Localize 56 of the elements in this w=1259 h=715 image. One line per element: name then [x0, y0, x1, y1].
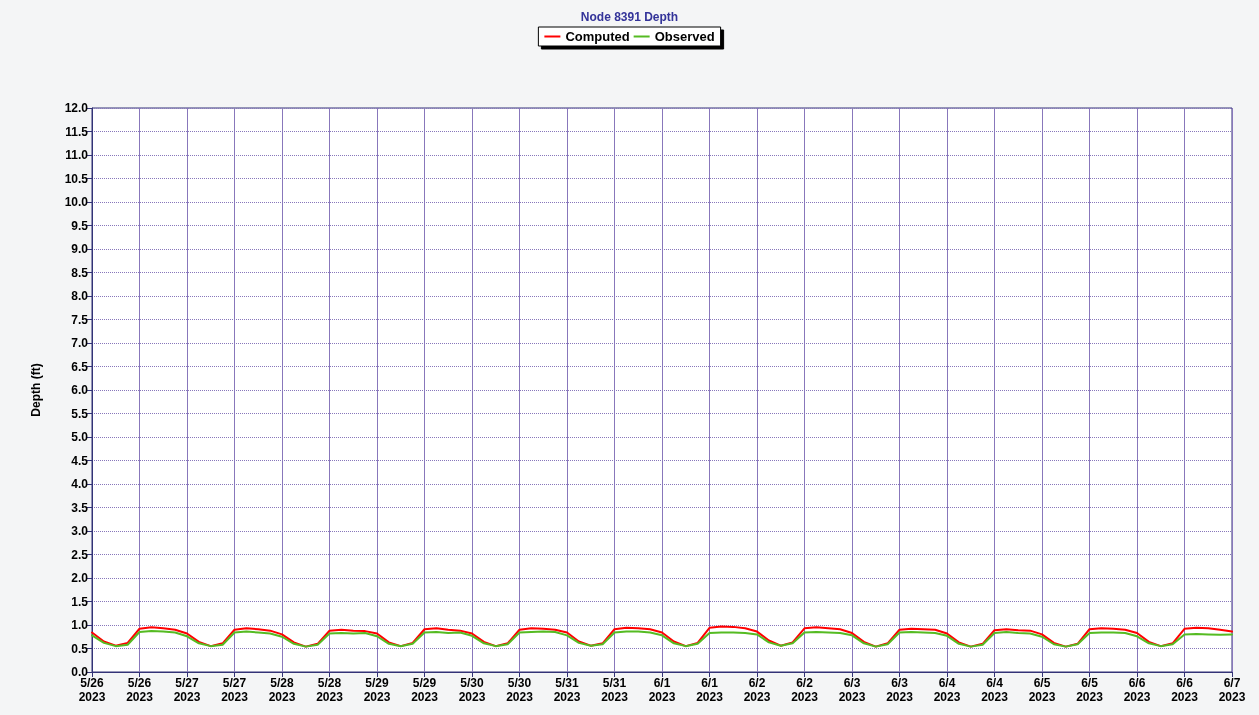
y-tick-label: 0.5 — [71, 641, 89, 656]
x-tick-label: 5/29 2023 — [411, 676, 439, 704]
x-tick-label: 5/26 2023 — [126, 676, 154, 704]
y-tick-label: 2.5 — [71, 547, 89, 562]
y-tick-label: 4.0 — [71, 477, 89, 491]
y-axis-title: Depth (ft) — [29, 363, 43, 417]
y-tick-label: 3.0 — [71, 524, 89, 538]
x-tick-label: 5/27 2023 — [173, 676, 201, 704]
x-tick-label: 6/6 2023 — [1171, 676, 1199, 704]
y-tick-label: 0.0 — [71, 665, 89, 679]
legend-label: Observed — [654, 29, 715, 44]
y-tick-label: 10.0 — [64, 195, 89, 209]
x-tick-label: 6/3 2023 — [838, 676, 866, 704]
x-tick-label: 6/2 2023 — [743, 676, 771, 704]
y-tick-label: 8.0 — [71, 289, 89, 303]
x-tick-label: 5/28 2023 — [316, 676, 344, 704]
x-tick-label: 5/29 2023 — [363, 676, 391, 704]
y-tick-label: 10.5 — [64, 171, 89, 186]
y-tick-label: 11.0 — [65, 148, 89, 162]
legend-label: Computed — [565, 29, 630, 44]
line-series — [91, 625, 1233, 648]
x-tick-label: 6/1 2023 — [648, 676, 676, 704]
y-tick-label: 9.5 — [71, 218, 89, 233]
x-tick-label: 5/28 2023 — [268, 676, 296, 704]
x-tick-label: 6/5 2023 — [1076, 676, 1104, 704]
x-tick-label: 6/5 2023 — [1028, 676, 1056, 704]
x-tick-label: 5/26 2023 — [78, 676, 106, 704]
x-tick-label: 6/7 2023 — [1218, 676, 1246, 704]
y-tick-label: 2.0 — [71, 571, 89, 585]
y-tick-label: 5.5 — [71, 406, 89, 421]
x-tick-label: 6/6 2023 — [1123, 676, 1151, 704]
y-tick-label: 7.0 — [71, 336, 89, 350]
line-series — [91, 630, 1233, 648]
y-tick-label: 9.0 — [71, 242, 89, 256]
y-tick-label: 4.5 — [71, 453, 89, 468]
y-tick-label: 12.0 — [64, 101, 89, 115]
y-tick-label: 5.0 — [71, 430, 89, 444]
y-tick-label: 3.5 — [71, 500, 89, 515]
x-tick-label: 5/27 2023 — [221, 676, 249, 704]
y-tick-label: 7.5 — [71, 312, 89, 327]
x-tick-label: 5/30 2023 — [458, 676, 486, 704]
x-tick-label: 5/31 2023 — [553, 676, 581, 704]
x-tick-label: 5/31 2023 — [601, 676, 629, 704]
x-tick-label: 5/30 2023 — [506, 676, 534, 704]
x-tick-label: 6/1 2023 — [696, 676, 724, 704]
chart-title: Node 8391 Depth — [580, 10, 679, 24]
x-tick-label: 6/4 2023 — [981, 676, 1009, 704]
y-tick-label: 6.0 — [71, 383, 89, 397]
y-tick-label: 11.5 — [65, 124, 89, 139]
x-tick-label: 6/2 2023 — [791, 676, 819, 704]
y-tick-label: 1.0 — [71, 618, 89, 632]
y-tick-label: 8.5 — [71, 265, 89, 280]
x-tick-label: 6/3 2023 — [886, 676, 914, 704]
y-tick-label: 1.5 — [71, 594, 89, 609]
y-tick-label: 6.5 — [71, 359, 89, 374]
x-tick-label: 6/4 2023 — [933, 676, 961, 704]
